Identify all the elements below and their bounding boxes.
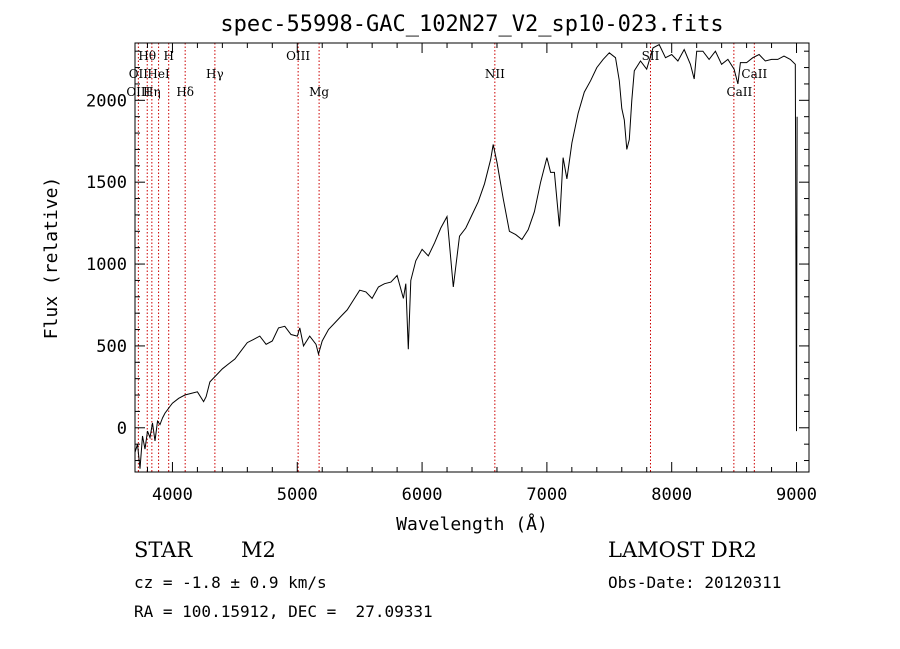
line-marker-label: Hγ [206,67,224,81]
spectrum-line [134,43,798,469]
emission-line-markers [137,43,755,472]
line-marker-label: OII [129,67,149,81]
y-tick-label: 0 [117,419,127,439]
observation-date: Obs-Date: 20120311 [608,573,782,592]
line-marker-label: OIII [126,85,150,99]
line-marker-label: HeI [147,67,170,81]
survey-name: LAMOST DR2 [608,538,757,562]
y-tick-label: 1000 [86,255,127,275]
sky-coordinates: RA = 100.15912, DEC = 27.09331 [134,602,433,621]
line-marker-label: Mg [309,85,329,99]
y-axis-ticks: 0 500 1000 1500 2000 [86,50,809,462]
x-tick-label: 5000 [277,485,318,505]
x-axis-ticks: 4000 5000 6000 7000 8000 9000 [146,43,817,505]
line-marker-label: NII [485,67,505,81]
object-subclass: M2 [241,538,276,562]
line-marker-label: H [163,49,173,63]
x-tick-label: 8000 [651,485,692,505]
line-marker-label: CaII [741,67,767,81]
x-tick-label: 9000 [776,485,817,505]
x-axis-label: Wavelength (Å) [396,513,548,535]
x-tick-label: 7000 [526,485,567,505]
line-marker-label: OIII [286,49,310,63]
line-marker-label: Hδ [176,85,194,99]
y-axis-label: Flux (relative) [41,177,62,340]
y-tick-label: 500 [96,337,127,357]
y-tick-label: 1500 [86,173,127,193]
redshift-velocity: cz = -1.8 ± 0.9 km/s [134,573,327,592]
y-tick-label: 2000 [86,91,127,111]
chart-title: spec-55998-GAC_102N27_V2_sp10-023.fits [220,12,723,37]
line-marker-label: CaII [726,85,752,99]
object-class: STAR [134,538,193,562]
line-marker-label: Hθ [138,49,156,63]
x-tick-label: 4000 [152,485,193,505]
plot-frame [134,42,810,473]
line-marker-label: Hη [143,85,161,99]
x-tick-label: 6000 [402,485,443,505]
